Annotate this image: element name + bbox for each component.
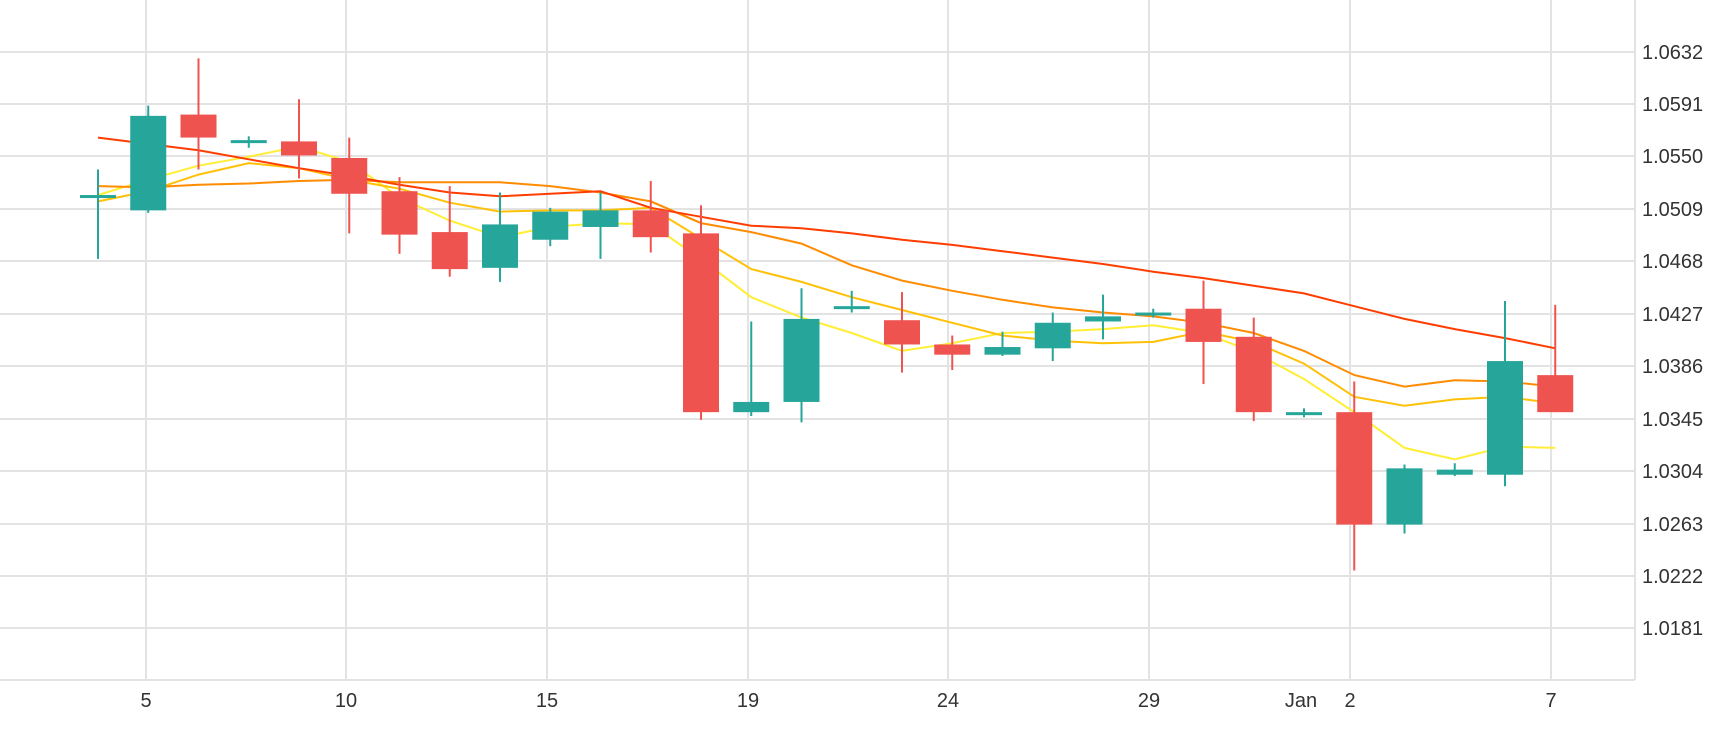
grid-layer xyxy=(0,0,1636,681)
candle xyxy=(833,290,870,313)
candle-body xyxy=(230,140,267,144)
candle-body xyxy=(1235,336,1272,413)
candle-body xyxy=(281,141,317,156)
y-tick-label: 1.0468 xyxy=(1642,251,1703,273)
axis-layer: 1.0632 1.0591 1.0550 1.0509 1.0468 1.0427 1.03… xyxy=(140,42,1703,712)
candle xyxy=(80,169,116,259)
candle xyxy=(1537,304,1574,413)
x-tick-label: 5 xyxy=(140,690,151,712)
candle-body xyxy=(1185,308,1222,342)
y-tick-label: 1.0304 xyxy=(1642,461,1703,483)
candle-body xyxy=(80,195,116,199)
candle-body xyxy=(1386,468,1423,525)
candle xyxy=(281,99,317,179)
candle xyxy=(1085,294,1121,340)
candle xyxy=(1235,317,1272,422)
x-tick-label: 15 xyxy=(536,690,558,712)
candle xyxy=(733,321,770,416)
x-tick-label: 24 xyxy=(937,690,959,712)
candle-body xyxy=(833,306,870,310)
candle xyxy=(884,292,920,373)
candle xyxy=(532,207,569,247)
candle xyxy=(934,335,971,371)
candle-body xyxy=(180,114,217,138)
candle-body xyxy=(632,210,669,238)
y-tick-label: 1.0386 xyxy=(1642,356,1703,378)
candle-body xyxy=(1487,361,1523,475)
y-tick-label: 1.0632 xyxy=(1642,42,1703,64)
candle-body xyxy=(331,158,368,194)
candle-body xyxy=(884,320,920,345)
candle-body xyxy=(482,224,518,268)
candle xyxy=(984,331,1021,356)
candle-body xyxy=(1085,316,1121,322)
candle xyxy=(1336,381,1373,571)
x-tick-label: 7 xyxy=(1545,690,1556,712)
candle-body xyxy=(984,347,1021,355)
y-tick-label: 1.0591 xyxy=(1642,94,1703,116)
candle xyxy=(783,288,820,423)
candle-body xyxy=(1135,312,1172,316)
moving-average-line xyxy=(97,162,1556,407)
x-tick-label: 29 xyxy=(1138,690,1160,712)
y-tick-label: 1.0181 xyxy=(1642,618,1703,640)
x-tick-label: 10 xyxy=(335,690,357,712)
y-tick-label: 1.0509 xyxy=(1642,199,1703,221)
candle xyxy=(431,186,468,277)
candle xyxy=(1135,308,1172,318)
candle-body xyxy=(934,344,971,355)
candle xyxy=(683,205,719,420)
y-tick-label: 1.0263 xyxy=(1642,514,1703,536)
candle-body xyxy=(733,401,770,413)
moving-average-line xyxy=(97,136,1556,350)
candle-body xyxy=(1336,412,1373,525)
candle-body xyxy=(381,191,418,235)
candle xyxy=(381,177,418,254)
y-tick-label: 1.0222 xyxy=(1642,566,1703,588)
x-tick-label: 19 xyxy=(737,690,759,712)
candle xyxy=(582,192,619,259)
candle-body xyxy=(130,115,167,211)
x-tick-label: Jan xyxy=(1285,690,1317,712)
candle xyxy=(1185,280,1222,385)
candle xyxy=(1436,463,1473,477)
candle xyxy=(180,58,217,170)
candle-body xyxy=(783,318,820,402)
candle xyxy=(1386,464,1423,534)
candle xyxy=(1034,312,1071,362)
candle-layer xyxy=(80,58,1574,571)
y-tick-label: 1.0345 xyxy=(1642,409,1703,431)
candle xyxy=(632,180,669,253)
candle xyxy=(482,192,518,282)
candle-body xyxy=(431,232,468,270)
candle-body xyxy=(532,211,569,240)
candle-body xyxy=(1286,412,1322,416)
candle xyxy=(230,136,267,148)
y-tick-label: 1.0427 xyxy=(1642,304,1703,326)
moving-average-line xyxy=(97,178,1556,388)
moving-average-layer xyxy=(97,136,1556,461)
candle-body xyxy=(1436,469,1473,475)
candle-body xyxy=(582,210,619,227)
candle-body xyxy=(1537,375,1574,413)
y-tick-label: 1.0550 xyxy=(1642,146,1703,168)
candle xyxy=(331,137,368,234)
candle-body xyxy=(1034,322,1071,349)
candle xyxy=(1286,408,1322,418)
candle xyxy=(1487,301,1523,487)
candle-body xyxy=(683,233,719,413)
candle xyxy=(130,105,167,213)
x-tick-label: 2 xyxy=(1344,690,1355,712)
